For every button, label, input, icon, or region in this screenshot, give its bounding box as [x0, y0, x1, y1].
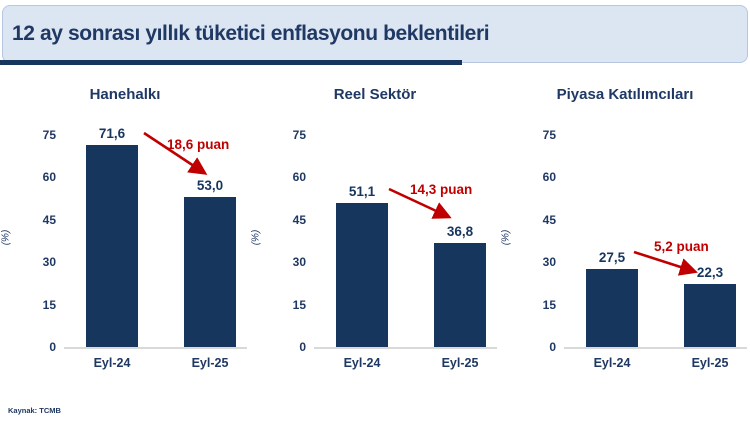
bar-value-label: 22,3 [696, 264, 724, 280]
y-axis-tick-label: 75 [292, 128, 306, 142]
x-axis-line [64, 347, 247, 349]
x-axis-category-label: Eyl-25 [191, 356, 229, 370]
y-axis-tick-label: 0 [299, 340, 306, 354]
x-axis-category-label: Eyl-24 [343, 356, 381, 370]
y-axis-tick-label: 15 [292, 297, 306, 312]
y-axis-tick-label: 60 [292, 170, 306, 185]
y-axis-tick-label: 60 [542, 170, 556, 185]
change-annotation: 18,6 puan [167, 137, 230, 152]
y-axis-tick-label: 0 [49, 340, 56, 354]
change-annotation: 5,2 puan [654, 239, 709, 254]
title-underline [0, 60, 462, 65]
y-axis-tick-label: 0 [549, 340, 556, 354]
x-axis-category-label: Eyl-24 [93, 356, 131, 370]
bar-value-label: 36,8 [446, 223, 474, 239]
bar-Eyl-24 [336, 202, 388, 347]
y-axis-unit-label: (%) [0, 229, 12, 246]
y-axis-unit-label: (%) [250, 229, 262, 246]
chart-title: Reel Sektör [333, 86, 417, 103]
x-axis-line [314, 347, 497, 349]
y-axis-tick-label: 15 [542, 297, 556, 312]
bar-value-label: 51,1 [348, 183, 376, 199]
chart-panel-hanehalki: Hanehalkı 0 15 30 45 60 75 (%) 71,6 Eyl-24 53,0 Ey… [0, 80, 250, 392]
source-note: Kaynak: TCMB [8, 406, 61, 415]
header-band: 12 ay sonrası yıllık tüketici enflasyonu… [2, 5, 748, 63]
bar-Eyl-24 [586, 269, 638, 347]
y-axis-tick-label: 30 [292, 255, 306, 270]
bar-Eyl-25 [684, 283, 736, 347]
y-axis-tick-label: 45 [42, 212, 56, 227]
charts-row: Hanehalkı 0 15 30 45 60 75 (%) 71,6 Eyl-24 53,0 Ey… [0, 80, 750, 392]
bar-Eyl-24 [86, 144, 138, 347]
y-axis-tick-label: 15 [42, 297, 56, 312]
x-axis-category-label: Eyl-25 [691, 356, 729, 370]
y-axis-unit-label: (%) [500, 229, 512, 246]
bar-value-label: 53,0 [196, 178, 224, 194]
x-axis-category-label: Eyl-25 [441, 356, 479, 370]
y-axis-tick-label: 45 [292, 212, 306, 227]
y-axis-tick-label: 75 [542, 128, 556, 142]
change-annotation: 14,3 puan [410, 182, 473, 197]
bar-Eyl-25 [434, 242, 486, 347]
y-axis-tick-label: 30 [42, 255, 56, 270]
page-title: 12 ay sonrası yıllık tüketici enflasyonu… [12, 22, 490, 45]
x-axis-line [564, 347, 747, 349]
y-axis-tick-label: 60 [42, 170, 56, 185]
chart-title: Piyasa Katılımcıları [556, 86, 694, 103]
chart-panel-reel-sektor: Reel Sektör 0 15 30 45 60 75 (%) 51,1 Eyl-24 36,8… [250, 80, 500, 392]
bar-value-label: 71,6 [98, 125, 126, 141]
chart-panel-piyasa-katilimcilari: Piyasa Katılımcıları 0 15 30 45 60 75 (%) 27,5 E… [500, 80, 750, 392]
x-axis-category-label: Eyl-24 [593, 356, 631, 370]
bar-value-label: 27,5 [598, 250, 626, 266]
y-axis-tick-label: 75 [42, 128, 56, 142]
y-axis-tick-label: 30 [542, 255, 556, 270]
chart-title: Hanehalkı [89, 86, 161, 103]
y-axis-tick-label: 45 [542, 212, 556, 227]
bar-Eyl-25 [184, 197, 236, 347]
